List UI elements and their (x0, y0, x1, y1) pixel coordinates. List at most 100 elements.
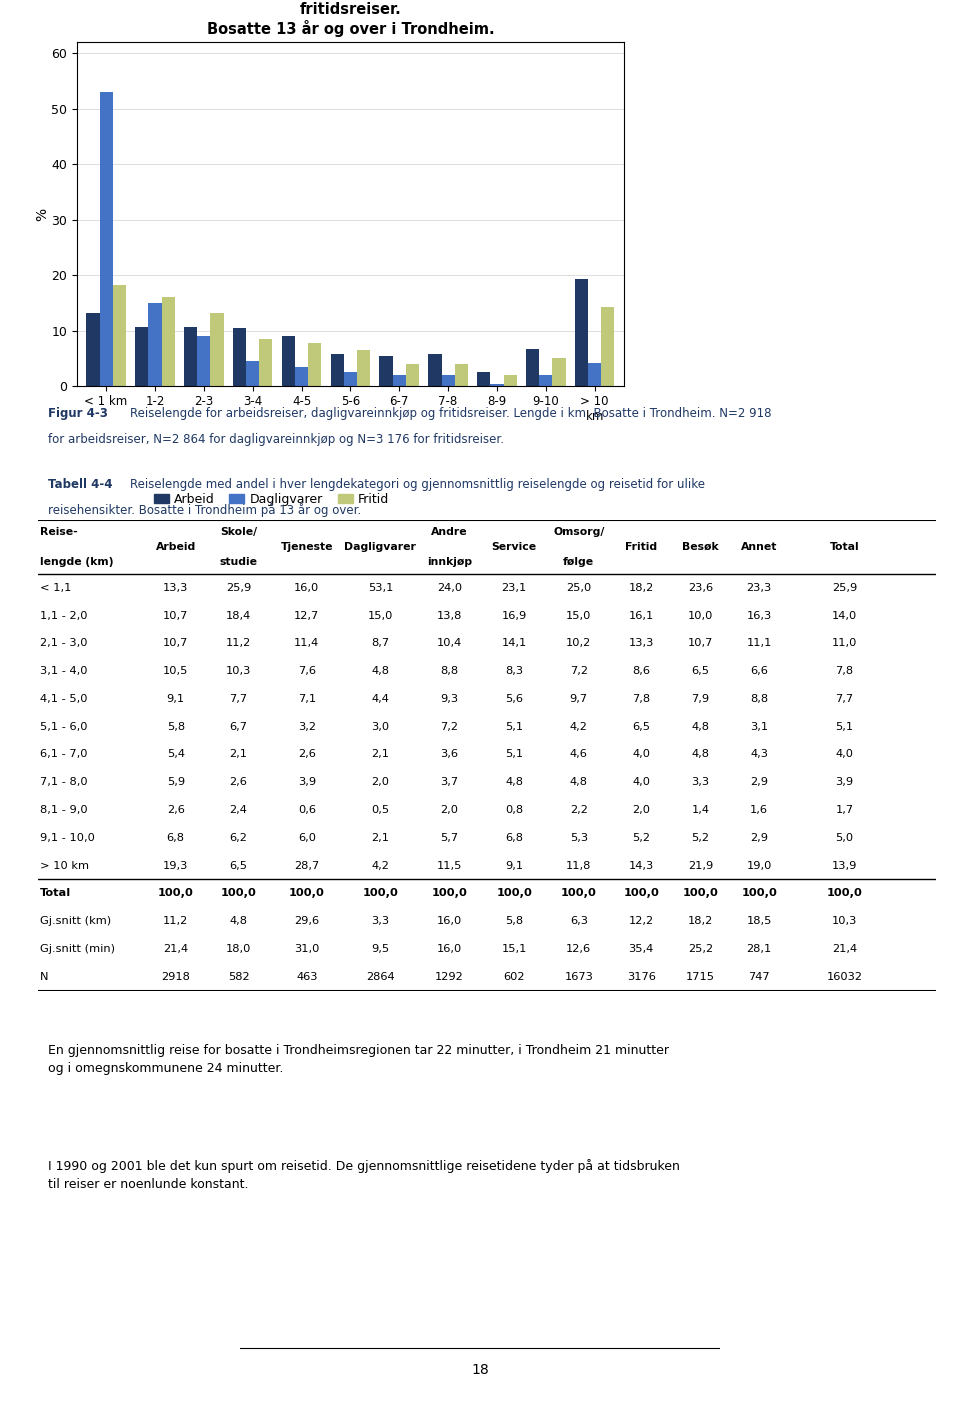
Text: 10,7: 10,7 (687, 638, 713, 648)
Text: 100,0: 100,0 (683, 888, 718, 898)
Text: Omsorg/: Omsorg/ (553, 527, 605, 537)
Text: 3,0: 3,0 (372, 722, 390, 732)
Text: 1673: 1673 (564, 972, 593, 982)
Bar (197, 336, 210, 386)
Text: 19,0: 19,0 (747, 860, 772, 871)
Bar (455, 364, 468, 386)
Bar (86, 312, 100, 386)
Text: 3176: 3176 (627, 972, 656, 982)
Text: 3,3: 3,3 (372, 916, 390, 926)
Text: 18,4: 18,4 (226, 611, 252, 621)
Text: 100,0: 100,0 (363, 888, 398, 898)
Text: 100,0: 100,0 (221, 888, 256, 898)
Text: Annet: Annet (741, 542, 778, 552)
Text: 25,2: 25,2 (687, 944, 713, 954)
Text: 29,6: 29,6 (294, 916, 320, 926)
Text: 3,1 - 4,0: 3,1 - 4,0 (40, 666, 87, 676)
Bar (295, 367, 308, 386)
Text: 100,0: 100,0 (827, 888, 862, 898)
Text: 13,3: 13,3 (163, 583, 188, 593)
Text: 2,1: 2,1 (229, 749, 248, 760)
Text: En gjennomsnittlig reise for bosatte i Trondheimsregionen tar 22 minutter, i Tro: En gjennomsnittlig reise for bosatte i T… (48, 1044, 669, 1075)
Text: 4,3: 4,3 (750, 749, 768, 760)
Bar (552, 357, 565, 386)
Text: 5,1: 5,1 (505, 749, 523, 760)
Text: 12,6: 12,6 (566, 944, 591, 954)
Text: 1,6: 1,6 (750, 805, 768, 815)
Text: 16,1: 16,1 (629, 611, 654, 621)
Text: 100,0: 100,0 (432, 888, 468, 898)
Text: 582: 582 (228, 972, 250, 982)
Text: 100,0: 100,0 (157, 888, 194, 898)
Text: 463: 463 (296, 972, 318, 982)
Text: 4,2: 4,2 (570, 722, 588, 732)
Text: 15,1: 15,1 (501, 944, 527, 954)
Text: 5,1: 5,1 (835, 722, 853, 732)
Bar (100, 91, 112, 386)
Text: 4,8: 4,8 (372, 666, 390, 676)
Legend: Arbeid, Dagligvarer, Fritid: Arbeid, Dagligvarer, Fritid (149, 488, 394, 511)
Text: 6,5: 6,5 (691, 666, 709, 676)
Text: 5,6: 5,6 (505, 694, 523, 704)
Text: 7,1: 7,1 (298, 694, 316, 704)
Text: 18,5: 18,5 (747, 916, 772, 926)
Text: 1,1 - 2,0: 1,1 - 2,0 (40, 611, 87, 621)
Text: 12,7: 12,7 (294, 611, 320, 621)
Bar (393, 375, 406, 386)
Text: 28,7: 28,7 (294, 860, 320, 871)
Text: 10,7: 10,7 (163, 611, 188, 621)
Text: 9,7: 9,7 (569, 694, 588, 704)
Text: 2,4: 2,4 (229, 805, 248, 815)
Text: 9,1 - 10,0: 9,1 - 10,0 (40, 833, 95, 843)
Y-axis label: %: % (36, 208, 50, 221)
Text: 25,9: 25,9 (226, 583, 252, 593)
Text: 5,8: 5,8 (167, 722, 184, 732)
Text: lengde (km): lengde (km) (40, 556, 113, 568)
Text: 25,0: 25,0 (566, 583, 591, 593)
Text: 8,8: 8,8 (441, 666, 459, 676)
Text: 5,2: 5,2 (632, 833, 650, 843)
Text: 13,3: 13,3 (629, 638, 654, 648)
Text: 10,4: 10,4 (437, 638, 462, 648)
Text: 15,0: 15,0 (566, 611, 591, 621)
Text: 4,2: 4,2 (372, 860, 390, 871)
Text: 7,2: 7,2 (569, 666, 588, 676)
Bar (161, 296, 175, 386)
Bar (379, 357, 393, 386)
Text: for arbeidsreiser, N=2 864 for dagligvareinnkjøp og N=3 176 for fritidsreiser.: for arbeidsreiser, N=2 864 for dagligvar… (48, 433, 504, 445)
Text: 23,3: 23,3 (747, 583, 772, 593)
Text: 4,1 - 5,0: 4,1 - 5,0 (40, 694, 87, 704)
Bar (259, 339, 273, 386)
Text: I 1990 og 2001 ble det kun spurt om reisetid. De gjennomsnittlige reisetidene ty: I 1990 og 2001 ble det kun spurt om reis… (48, 1159, 680, 1191)
Text: 7,2: 7,2 (441, 722, 459, 732)
Text: 21,4: 21,4 (832, 944, 857, 954)
Title: Reiselengde for arbeidsreiser, dagligvareinnkjøp og
fritidsreiser.
Bosatte 13 år: Reiselengde for arbeidsreiser, dagligvar… (136, 0, 564, 37)
Text: reisehensikter. Bosatte i Trondheim på 13 år og over.: reisehensikter. Bosatte i Trondheim på 1… (48, 503, 361, 517)
Text: 4,6: 4,6 (570, 749, 588, 760)
Text: 4,0: 4,0 (632, 777, 650, 787)
Text: 1,7: 1,7 (835, 805, 853, 815)
Text: 2,1 - 3,0: 2,1 - 3,0 (40, 638, 87, 648)
Text: 9,1: 9,1 (167, 694, 184, 704)
Text: 1,4: 1,4 (691, 805, 709, 815)
Text: 4,4: 4,4 (372, 694, 390, 704)
Text: 2,0: 2,0 (372, 777, 390, 787)
Text: 31,0: 31,0 (294, 944, 320, 954)
Text: 6,5: 6,5 (229, 860, 248, 871)
Text: 13,9: 13,9 (831, 860, 857, 871)
Text: innkjøp: innkjøp (427, 556, 472, 568)
Text: 9,3: 9,3 (441, 694, 459, 704)
Text: Andre: Andre (431, 527, 468, 537)
Bar (135, 327, 149, 386)
Text: 6,3: 6,3 (569, 916, 588, 926)
Text: 16,0: 16,0 (437, 944, 462, 954)
Text: 5,8: 5,8 (505, 916, 523, 926)
Text: 5,2: 5,2 (691, 833, 709, 843)
Text: 100,0: 100,0 (496, 888, 532, 898)
Text: 10,7: 10,7 (163, 638, 188, 648)
Text: 53,1: 53,1 (368, 583, 393, 593)
Text: 5,3: 5,3 (569, 833, 588, 843)
Text: 16,0: 16,0 (437, 916, 462, 926)
Bar (406, 364, 420, 386)
Text: 21,4: 21,4 (163, 944, 188, 954)
